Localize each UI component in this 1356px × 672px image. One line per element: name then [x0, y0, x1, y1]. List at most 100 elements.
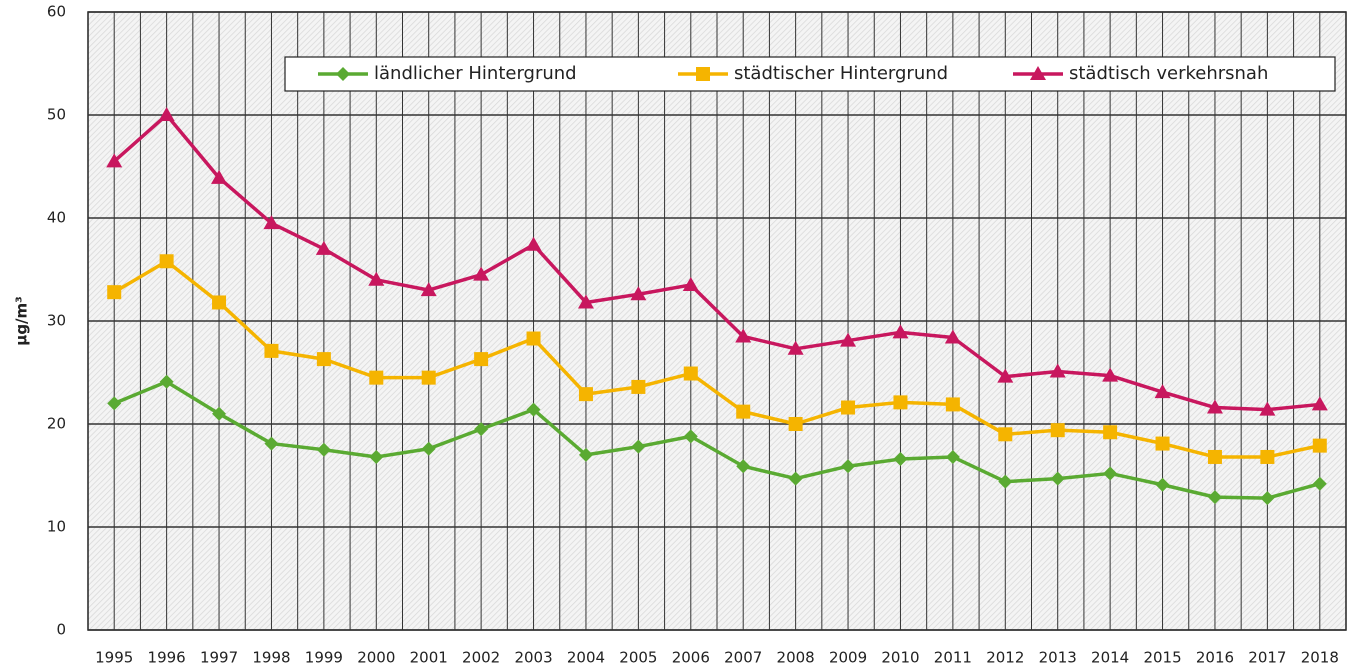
marker	[1312, 476, 1327, 491]
legend-box	[284, 56, 1336, 92]
marker	[211, 169, 228, 184]
x-tick-label: 2011	[934, 649, 972, 667]
marker	[998, 427, 1013, 442]
marker	[578, 387, 593, 402]
marker	[1154, 384, 1171, 399]
marker	[997, 368, 1014, 383]
legend-label: ländlicher Hintergrund	[374, 63, 577, 84]
marker	[841, 400, 856, 415]
marker	[316, 442, 331, 457]
marker	[1206, 399, 1223, 414]
x-tick-label: 2012	[986, 649, 1024, 667]
lines	[106, 107, 1328, 506]
marker	[368, 271, 385, 286]
marker	[315, 240, 332, 255]
x-tick-label: 1999	[305, 649, 343, 667]
marker	[787, 340, 804, 355]
marker	[1030, 66, 1046, 80]
marker	[788, 417, 803, 431]
marker	[630, 286, 647, 301]
y-tick-label: 0	[56, 621, 66, 639]
x-tick-label: 1996	[148, 649, 186, 667]
x-tick-label: 2005	[619, 649, 657, 667]
legend-label: städtischer Hintergrund	[734, 63, 948, 84]
marker	[696, 67, 710, 81]
marker	[1049, 363, 1066, 378]
marker	[474, 352, 489, 367]
marker	[264, 343, 279, 358]
marker	[945, 397, 960, 412]
x-tick-label: 2008	[777, 649, 815, 667]
marker	[577, 294, 594, 309]
marker	[1312, 438, 1327, 453]
x-tick-label: 2000	[357, 649, 395, 667]
x-tick-label: 2007	[724, 649, 762, 667]
marker	[736, 459, 751, 474]
marker	[1103, 466, 1118, 481]
marker	[1260, 491, 1275, 506]
x-tick-label: 2001	[410, 649, 448, 667]
marker	[473, 266, 490, 281]
marker	[316, 352, 331, 367]
marker	[526, 402, 541, 417]
marker	[158, 107, 175, 121]
marker	[1102, 367, 1119, 382]
marker	[892, 324, 909, 339]
marker	[1207, 449, 1222, 464]
marker	[840, 332, 857, 347]
marker	[159, 374, 174, 389]
legend-label: städtisch verkehrsnah	[1069, 63, 1268, 84]
x-tick-label: 2009	[829, 649, 867, 667]
x-tick-label: 2013	[1039, 649, 1077, 667]
x-tick-label: 2006	[672, 649, 710, 667]
marker	[631, 379, 646, 394]
y-axis-label: µg/m³	[13, 296, 31, 345]
marker	[369, 370, 384, 385]
marker	[736, 404, 751, 419]
y-tick-label: 30	[47, 312, 66, 330]
marker	[944, 329, 961, 344]
marker	[1050, 471, 1065, 486]
marker	[212, 295, 227, 310]
y-tick-label: 40	[47, 209, 66, 227]
y-tick-label: 10	[47, 518, 66, 536]
x-tick-label: 1998	[252, 649, 290, 667]
marker	[683, 366, 698, 381]
marker	[474, 422, 489, 437]
marker	[420, 282, 437, 297]
marker	[578, 447, 593, 462]
marker	[263, 215, 280, 230]
y-tick-label: 50	[47, 106, 66, 124]
y-tick-label: 20	[47, 415, 66, 433]
marker	[998, 474, 1013, 489]
marker	[1103, 425, 1118, 440]
marker	[106, 153, 123, 168]
grid	[88, 11, 1346, 631]
marker	[1155, 436, 1170, 451]
x-tick-label: 2015	[1143, 649, 1181, 667]
marker	[369, 449, 384, 464]
series-line	[113, 380, 1321, 500]
x-tick-label: 2003	[514, 649, 552, 667]
marker	[893, 452, 908, 467]
marker	[525, 236, 542, 251]
marker	[264, 436, 279, 451]
marker	[159, 254, 174, 269]
marker	[336, 67, 350, 81]
marker	[1260, 449, 1275, 464]
series-line	[113, 259, 1321, 459]
x-tick-label: 2014	[1091, 649, 1129, 667]
marker	[945, 449, 960, 464]
marker	[735, 328, 752, 343]
x-tick-label: 1995	[95, 649, 133, 667]
marker	[212, 406, 227, 421]
x-tick-label: 1997	[200, 649, 238, 667]
marker	[683, 429, 698, 444]
marker	[841, 459, 856, 474]
marker	[107, 285, 122, 300]
marker	[1207, 490, 1222, 505]
marker	[893, 395, 908, 410]
x-tick-label: 2017	[1248, 649, 1286, 667]
x-tick-label: 2016	[1196, 649, 1234, 667]
